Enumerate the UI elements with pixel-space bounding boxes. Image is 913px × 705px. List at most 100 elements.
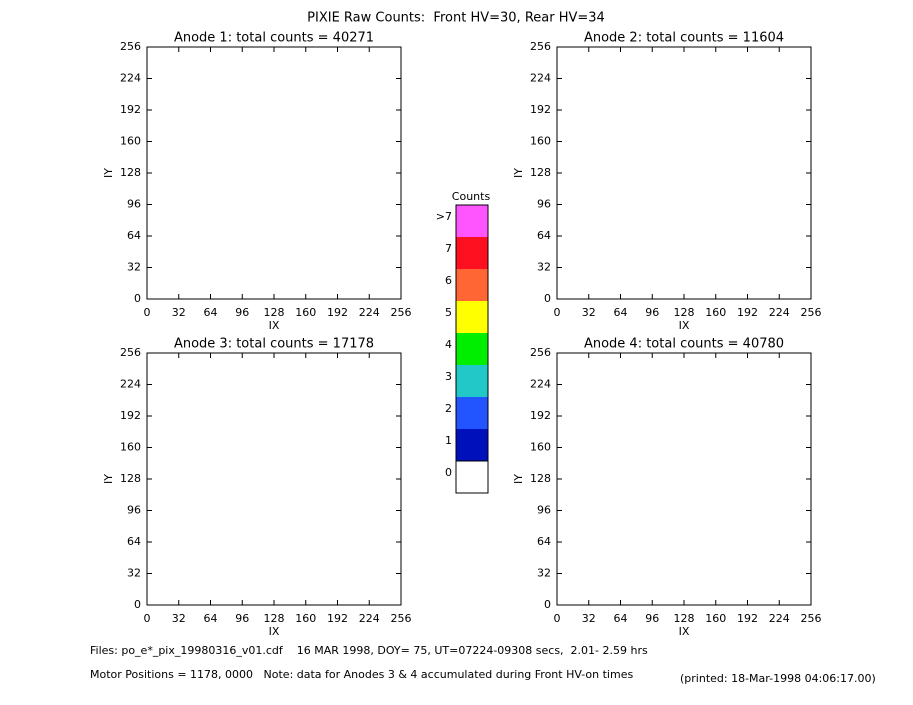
y-tick-label: 192 — [120, 409, 141, 422]
x-tick-label: 192 — [327, 612, 348, 625]
y-tick-label: 96 — [537, 504, 551, 517]
x-axis-label: IX — [269, 625, 280, 638]
colorbar-label: 5 — [445, 306, 452, 319]
x-tick-label: 128 — [264, 612, 285, 625]
x-tick-label: 96 — [645, 612, 659, 625]
colorbar-label: 1 — [445, 434, 452, 447]
x-tick-label: 192 — [327, 306, 348, 319]
panel-title: Anode 1: total counts = 40271 — [174, 31, 374, 46]
y-axis-label: IY — [512, 474, 525, 484]
colorbar-swatch — [456, 365, 488, 397]
y-axis-label: IY — [102, 168, 115, 178]
y-tick-label: 32 — [127, 261, 141, 274]
panel-title: Anode 2: total counts = 11604 — [584, 31, 784, 46]
x-tick-label: 128 — [264, 306, 285, 319]
y-axis-label: IY — [512, 168, 525, 178]
colorbar-swatch — [456, 429, 488, 461]
y-tick-label: 256 — [120, 40, 141, 53]
y-tick-label: 128 — [530, 472, 551, 485]
y-tick-label: 0 — [544, 292, 551, 305]
x-tick-label: 160 — [705, 612, 726, 625]
y-tick-label: 96 — [127, 198, 141, 211]
y-tick-label: 192 — [530, 409, 551, 422]
colorbar-swatch — [456, 205, 488, 237]
y-tick-label: 32 — [127, 567, 141, 580]
plot-area — [146, 352, 402, 606]
y-tick-label: 224 — [120, 378, 141, 391]
x-tick-label: 128 — [674, 612, 695, 625]
x-tick-label: 256 — [801, 612, 822, 625]
colorbar-swatch — [456, 237, 488, 269]
colorbar-label: 2 — [445, 402, 452, 415]
x-tick-label: 192 — [737, 612, 758, 625]
y-tick-label: 0 — [544, 598, 551, 611]
x-tick-label: 160 — [295, 612, 316, 625]
colorbar-frame — [455, 204, 489, 494]
x-tick-label: 128 — [674, 306, 695, 319]
y-tick-label: 160 — [120, 135, 141, 148]
y-tick-label: 64 — [127, 535, 141, 548]
y-tick-label: 192 — [120, 103, 141, 116]
x-tick-label: 256 — [801, 306, 822, 319]
panel-title: Anode 4: total counts = 40780 — [584, 337, 784, 352]
y-tick-label: 0 — [134, 598, 141, 611]
figure-title: PIXIE Raw Counts: Front HV=30, Rear HV=3… — [307, 11, 605, 26]
x-tick-label: 224 — [359, 306, 380, 319]
x-tick-label: 96 — [645, 306, 659, 319]
x-tick-label: 160 — [295, 306, 316, 319]
colorbar-title: Counts — [452, 190, 491, 203]
y-tick-label: 0 — [134, 292, 141, 305]
y-axis-label: IY — [102, 474, 115, 484]
plot-area — [146, 46, 402, 300]
x-tick-label: 256 — [391, 612, 412, 625]
x-tick-label: 32 — [582, 612, 596, 625]
colorbar-swatch — [456, 301, 488, 333]
x-axis-label: IX — [679, 319, 690, 332]
footer-files: Files: po_e*_pix_19980316_v01.cdf 16 MAR… — [90, 644, 648, 657]
x-tick-label: 32 — [172, 612, 186, 625]
y-tick-label: 64 — [537, 535, 551, 548]
y-tick-label: 224 — [530, 378, 551, 391]
y-tick-label: 64 — [127, 229, 141, 242]
y-tick-label: 192 — [530, 103, 551, 116]
x-tick-label: 224 — [769, 306, 790, 319]
x-tick-label: 160 — [705, 306, 726, 319]
x-axis-label: IX — [679, 625, 690, 638]
x-tick-label: 0 — [144, 612, 151, 625]
x-tick-label: 32 — [582, 306, 596, 319]
y-tick-label: 160 — [530, 441, 551, 454]
x-tick-label: 256 — [391, 306, 412, 319]
x-tick-label: 192 — [737, 306, 758, 319]
plot-area — [556, 46, 812, 300]
colorbar-swatch — [456, 397, 488, 429]
footer-motor: Motor Positions = 1178, 0000 Note: data … — [90, 668, 633, 681]
y-tick-label: 128 — [120, 166, 141, 179]
x-tick-label: 64 — [614, 612, 628, 625]
colorbar-label: >7 — [436, 210, 452, 223]
colorbar-swatch — [455, 460, 489, 494]
x-tick-label: 0 — [144, 306, 151, 319]
y-tick-label: 32 — [537, 567, 551, 580]
colorbar-label: 3 — [445, 370, 452, 383]
y-tick-label: 224 — [530, 72, 551, 85]
colorbar-label: 7 — [445, 242, 452, 255]
y-tick-label: 256 — [530, 346, 551, 359]
y-tick-label: 256 — [120, 346, 141, 359]
colorbar-swatch — [456, 333, 488, 365]
x-tick-label: 32 — [172, 306, 186, 319]
x-tick-label: 96 — [235, 612, 249, 625]
x-tick-label: 64 — [614, 306, 628, 319]
y-tick-label: 128 — [120, 472, 141, 485]
x-tick-label: 224 — [769, 612, 790, 625]
panel-title: Anode 3: total counts = 17178 — [174, 337, 374, 352]
y-tick-label: 128 — [530, 166, 551, 179]
x-tick-label: 224 — [359, 612, 380, 625]
y-tick-label: 64 — [537, 229, 551, 242]
x-tick-label: 64 — [204, 306, 218, 319]
footer-printed: (printed: 18-Mar-1998 04:06:17.00) — [680, 672, 876, 685]
y-tick-label: 256 — [530, 40, 551, 53]
y-tick-label: 32 — [537, 261, 551, 274]
plot-area — [556, 352, 812, 606]
